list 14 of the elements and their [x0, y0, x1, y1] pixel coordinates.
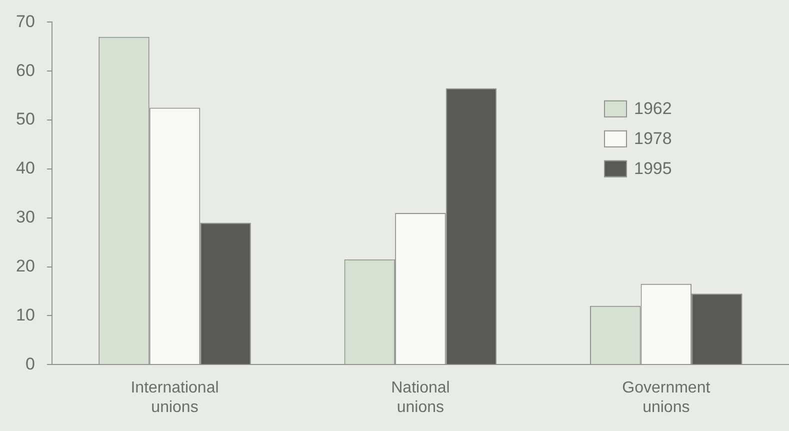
y-tick-label: 0: [25, 354, 35, 374]
y-tick-label: 70: [16, 12, 35, 31]
y-tick-label: 40: [16, 158, 35, 178]
y-tick-label: 60: [16, 60, 35, 80]
x-tick-label: Government unions: [622, 380, 711, 416]
legend-label: 1962: [634, 99, 672, 118]
y-tick-label: 10: [16, 305, 35, 324]
y-tick-label: 20: [16, 256, 35, 276]
legend-label: 1978: [634, 129, 672, 148]
y-tick-label: 30: [16, 208, 35, 227]
legend-label: 1995: [634, 159, 672, 178]
y-tick-label: 50: [16, 110, 35, 129]
x-tick-label: National unions: [391, 380, 450, 416]
x-tick-label: International unions: [130, 380, 219, 416]
